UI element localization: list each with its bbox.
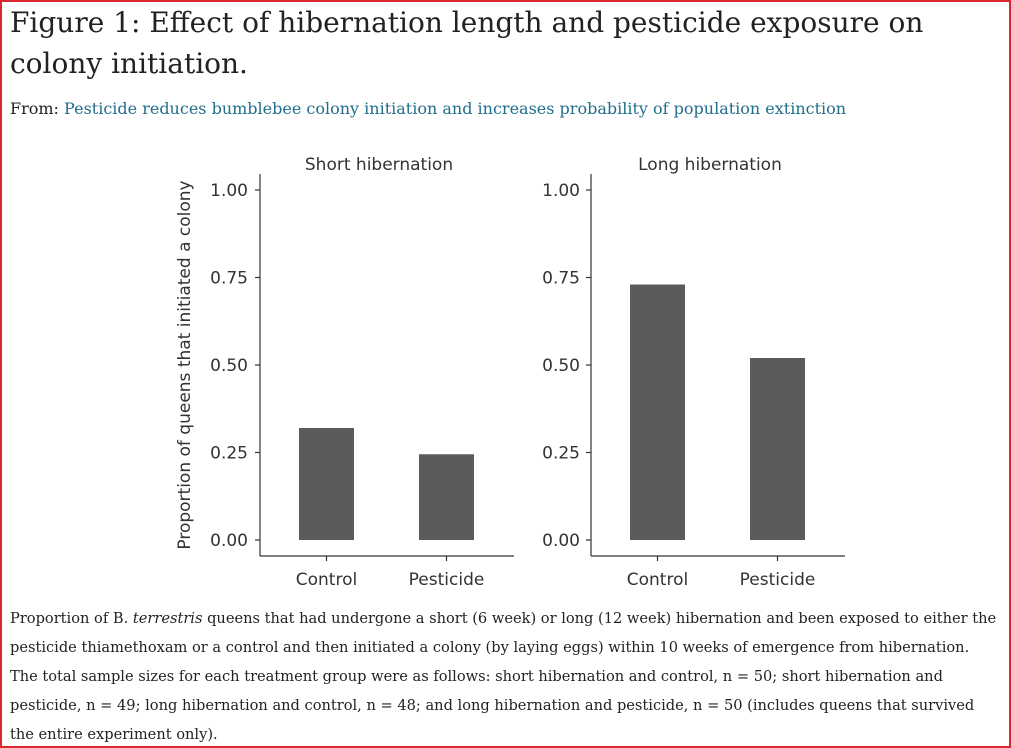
caption-part2: queens that had undergone a short (6 wee…	[10, 610, 997, 743]
caption-species: terrestris	[132, 610, 203, 627]
source-article-link[interactable]: Pesticide reduces bumblebee colony initi…	[64, 99, 847, 118]
x-tick-label: Pesticide	[740, 570, 816, 590]
y-tick-label: 0.75	[542, 269, 580, 289]
panel-title: Short hibernation	[305, 155, 453, 175]
from-label: From:	[10, 99, 59, 118]
y-tick-label: 0.00	[542, 531, 580, 551]
y-axis-label: Proportion of queens that initiated a co…	[175, 180, 195, 549]
figure-source: From: Pesticide reduces bumblebee colony…	[10, 97, 846, 121]
figure-title: Figure 1: Effect of hibernation length a…	[10, 6, 924, 80]
y-tick-label: 1.00	[542, 181, 580, 201]
panel-title: Long hibernation	[638, 155, 782, 175]
x-tick-label: Control	[296, 570, 357, 590]
y-tick-label: 0.25	[542, 444, 580, 464]
x-tick-label: Control	[627, 570, 688, 590]
y-tick-label: 0.50	[210, 356, 248, 376]
y-tick-label: 0.50	[542, 356, 580, 376]
y-tick-label: 1.00	[210, 181, 248, 201]
bar	[750, 358, 805, 540]
bar-chart: Proportion of queens that initiated a co…	[175, 155, 845, 590]
figure-caption: Proportion of B. terrestris queens that …	[10, 604, 1000, 746]
y-tick-label: 0.00	[210, 531, 248, 551]
bar	[419, 454, 474, 540]
bar	[299, 428, 354, 540]
caption-part1: Proportion of B.	[10, 610, 133, 627]
y-tick-label: 0.75	[210, 269, 248, 289]
y-tick-label: 0.25	[210, 444, 248, 464]
x-tick-label: Pesticide	[409, 570, 485, 590]
bar	[630, 284, 685, 540]
